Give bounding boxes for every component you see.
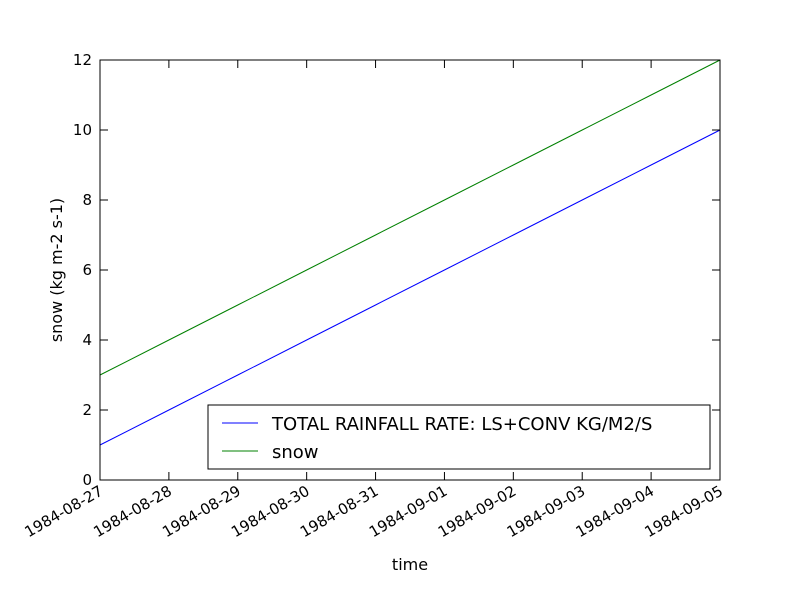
legend: TOTAL RAINFALL RATE: LS+CONV KG/M2/S snow <box>207 404 711 470</box>
y-tick-label: 0 <box>82 471 92 489</box>
y-axis-label: snow (kg m-2 s-1) <box>47 198 66 342</box>
y-tick-label: 2 <box>82 401 92 419</box>
y-tick-label: 4 <box>82 331 92 349</box>
plot-lines <box>99 59 721 446</box>
x-tick-label: 1984-09-05 <box>641 482 726 541</box>
x-axis-label: time <box>392 555 428 574</box>
y-tick-label: 8 <box>82 191 92 209</box>
y-tick-label: 10 <box>73 121 92 139</box>
y-tick-label: 12 <box>73 51 92 69</box>
y-axis: 0 2 4 6 8 10 12 <box>73 51 720 489</box>
legend-label-1: TOTAL RAINFALL RATE: LS+CONV KG/M2/S <box>271 414 652 435</box>
series-line-2 <box>99 59 721 376</box>
series-line-1 <box>99 129 721 446</box>
legend-label-2: snow <box>272 442 319 463</box>
legend-box <box>207 404 711 470</box>
y-tick-label: 6 <box>82 261 92 279</box>
